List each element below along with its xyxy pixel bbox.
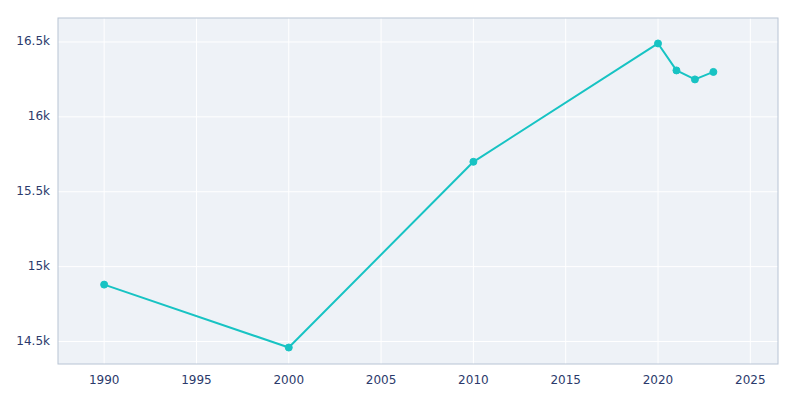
x-tick-label: 2005 <box>366 373 397 387</box>
point <box>285 344 292 351</box>
x-tick-label: 2015 <box>550 373 581 387</box>
chart-container: 14.5k 15k 15.5k 16k 16.5k 1990 1995 2000 2005 201… <box>0 0 800 400</box>
y-grid-line <box>58 116 778 117</box>
grid <box>58 18 778 364</box>
y-tick-label: 14.5k <box>16 334 50 348</box>
x-tick-label: 2000 <box>273 373 304 387</box>
x-grid-line <box>565 18 566 364</box>
point <box>470 158 477 165</box>
x-tick-label: 2010 <box>458 373 489 387</box>
y-grid-line <box>58 341 778 342</box>
x-grid-line <box>381 18 382 364</box>
chart-svg: 14.5k 15k 15.5k 16k 16.5k 1990 1995 2000 2005 201… <box>0 0 800 400</box>
y-tick-label: 15.5k <box>16 184 50 198</box>
point <box>673 67 680 74</box>
x-tick-label: 1995 <box>181 373 212 387</box>
y-grid-line <box>58 266 778 267</box>
x-tick-label: 2025 <box>735 373 766 387</box>
plot-background <box>58 18 778 364</box>
y-grid-line <box>58 191 778 192</box>
line <box>104 43 713 347</box>
y-tick-label: 15k <box>28 259 50 273</box>
x-grid-line <box>196 18 197 364</box>
series <box>101 40 717 351</box>
point <box>101 281 108 288</box>
x-tick-label: 1990 <box>89 373 120 387</box>
x-grid-line <box>104 18 105 364</box>
point <box>710 68 717 75</box>
x-grid-line <box>473 18 474 364</box>
x-grid-line <box>658 18 659 364</box>
x-tick-label: 2020 <box>643 373 674 387</box>
point <box>691 76 698 83</box>
x-grid-line <box>288 18 289 364</box>
y-tick-label: 16k <box>28 109 50 123</box>
x-grid-line <box>750 18 751 364</box>
y-tick-label: 16.5k <box>16 34 50 48</box>
point <box>655 40 662 47</box>
y-grid-line <box>58 41 778 42</box>
plot-frame <box>58 18 778 364</box>
axes: 14.5k 15k 15.5k 16k 16.5k 1990 1995 2000 2005 201… <box>16 34 765 387</box>
